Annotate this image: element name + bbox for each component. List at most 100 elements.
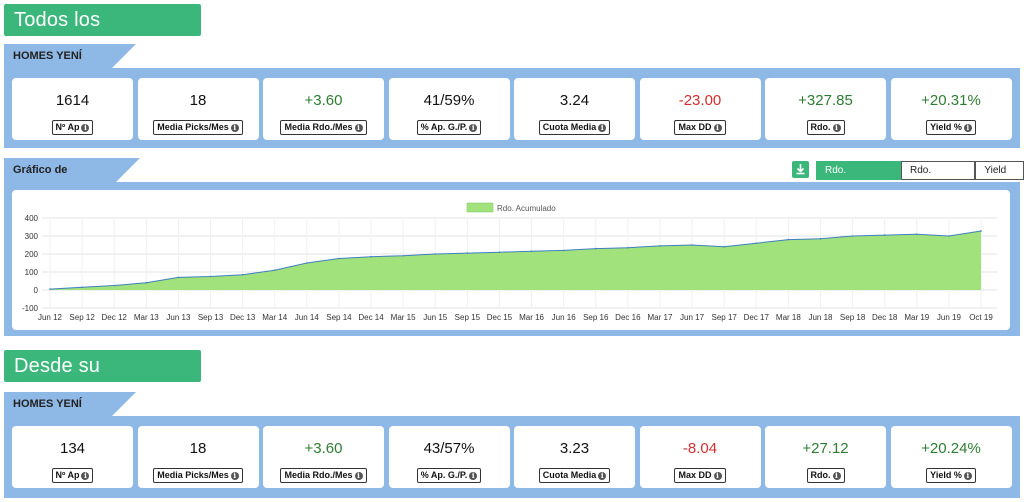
info-icon[interactable]: i	[713, 472, 722, 480]
stat-value: 3.23	[559, 440, 590, 457]
stat-label: Yield % i	[926, 120, 976, 135]
stat-value: 1614	[55, 92, 90, 109]
x-tick-label: Sep 13	[198, 313, 224, 322]
stat-label: Nº Ap i	[51, 120, 94, 135]
x-tick-label: Jun 17	[680, 313, 705, 322]
stat-card: -23.00 Max DD i	[639, 78, 761, 140]
data-point	[755, 242, 758, 244]
stat-label-text: Nº Ap	[55, 122, 80, 132]
graph-mode-buttons: Rdo. Acumulado Rdo. Mensual Yield %	[816, 161, 1024, 193]
info-icon[interactable]: i	[354, 124, 363, 132]
info-icon[interactable]: i	[469, 472, 478, 480]
data-point	[723, 246, 725, 248]
x-tick-label: Oct 19	[969, 313, 993, 322]
x-tick-label: Jun 12	[38, 313, 63, 322]
data-point	[49, 288, 51, 290]
x-tick-label: Sep 16	[583, 313, 609, 322]
stat-card: 3.24 Cuota Media i	[514, 78, 635, 140]
tab-yield[interactable]: Yield %	[975, 161, 1024, 193]
download-icon	[796, 164, 805, 175]
data-point	[402, 255, 404, 257]
stat-label-text: Yield %	[930, 122, 962, 132]
stat-card: +20.24% Yield % i	[890, 426, 1012, 488]
x-tick-label: Jun 18	[808, 313, 833, 322]
stat-label-text: Max DD	[678, 470, 712, 480]
info-icon[interactable]: i	[354, 472, 363, 480]
section-title-pub: Desde su publicación	[4, 350, 201, 409]
info-icon[interactable]: i	[230, 472, 239, 480]
area-fill	[50, 230, 981, 290]
tipster-tab-all: HOMES YENÍ SHARE	[4, 44, 136, 86]
info-icon[interactable]: i	[81, 124, 90, 132]
data-point	[627, 246, 629, 249]
stat-label: Yield % i	[926, 468, 976, 483]
stat-label: Cuota Media i	[538, 468, 611, 483]
data-point	[851, 235, 854, 237]
x-tick-label: Mar 18	[776, 313, 801, 322]
stat-value: +20.31%	[921, 92, 981, 109]
stat-value: -8.04	[682, 440, 718, 457]
data-point	[370, 255, 372, 258]
stat-card: +3.60 Media Rdo./Mes i	[263, 426, 384, 488]
info-icon[interactable]: i	[713, 124, 722, 132]
tab-rdo-acumulado[interactable]: Rdo. Acumulado	[816, 161, 902, 193]
stat-label: % Ap. G./P. i	[416, 468, 482, 483]
x-tick-label: Dec 18	[872, 313, 898, 322]
info-icon[interactable]: i	[598, 472, 607, 480]
chart-container: 400 300 200 100 0 -100 Jun 12 Sep 12 Dec 12 Mar 1…	[12, 190, 1010, 330]
x-tick-label: Mar 17	[648, 313, 673, 322]
stat-label: Nº Ap i	[51, 468, 94, 483]
x-tick-label: Sep 17	[711, 313, 737, 322]
stat-label: % Ap. G./P. i	[416, 120, 482, 135]
info-icon[interactable]: i	[469, 124, 478, 132]
legend-swatch	[466, 202, 494, 213]
stat-label: Media Rdo./Mes i	[280, 120, 367, 135]
stat-card: 18 Media Picks/Mes i	[137, 426, 259, 488]
x-tick-label: Jun 19	[937, 313, 962, 322]
stat-label-text: Nº Ap	[55, 470, 80, 480]
download-button[interactable]	[792, 161, 809, 178]
data-point	[980, 230, 982, 232]
data-point	[659, 245, 661, 247]
data-point	[434, 253, 437, 255]
stat-card: 43/57% % Ap. G./P. i	[388, 426, 510, 488]
y-tick-label: 400	[25, 214, 39, 223]
tab-rdo-mensual[interactable]: Rdo. Mensual	[901, 161, 976, 193]
stat-card: -8.04 Max DD i	[639, 426, 761, 488]
stat-card: +327.85 Rdo. i	[765, 78, 886, 140]
info-icon[interactable]: i	[230, 124, 239, 132]
data-point	[948, 235, 950, 237]
stat-label-text: Rdo.	[810, 470, 831, 480]
stat-card: 134 Nº Ap i	[12, 426, 133, 488]
stat-card: 1614 Nº Ap i	[12, 78, 133, 140]
stat-label-text: % Ap. G./P.	[420, 470, 468, 480]
x-tick-label: Jun 16	[552, 313, 577, 322]
stat-label-text: Max DD	[678, 122, 712, 132]
section-title-all: Todos los resultados	[4, 4, 201, 63]
stat-label: Max DD i	[674, 120, 726, 135]
stat-label-text: Media Rdo./Mes	[284, 122, 353, 132]
stat-label-text: Cuota Media	[542, 122, 597, 132]
stat-label: Max DD i	[674, 468, 726, 483]
data-point	[883, 234, 886, 236]
stat-label: Rdo. i	[806, 120, 845, 135]
graph-tab: Gráfico de Resultados	[4, 158, 140, 200]
stat-card: +27.12 Rdo. i	[765, 426, 886, 488]
info-icon[interactable]: i	[598, 124, 607, 132]
x-tick-label: Dec 17	[744, 313, 770, 322]
info-icon[interactable]: i	[81, 472, 90, 480]
x-tick-label: Dec 12	[102, 313, 128, 322]
info-icon[interactable]: i	[832, 124, 841, 132]
data-point	[530, 250, 533, 253]
data-point	[113, 284, 116, 287]
x-tick-label: Sep 18	[840, 313, 866, 322]
x-tick-label: Jun 14	[295, 313, 320, 322]
stat-card: +20.31% Yield % i	[890, 78, 1012, 140]
info-icon[interactable]: i	[963, 124, 972, 132]
info-icon[interactable]: i	[963, 472, 972, 480]
x-tick-label: Mar 14	[262, 313, 287, 322]
data-point	[306, 262, 308, 264]
stat-label-text: Media Picks/Mes	[157, 470, 229, 480]
info-icon[interactable]: i	[832, 472, 841, 480]
y-tick-label: 100	[25, 268, 39, 277]
